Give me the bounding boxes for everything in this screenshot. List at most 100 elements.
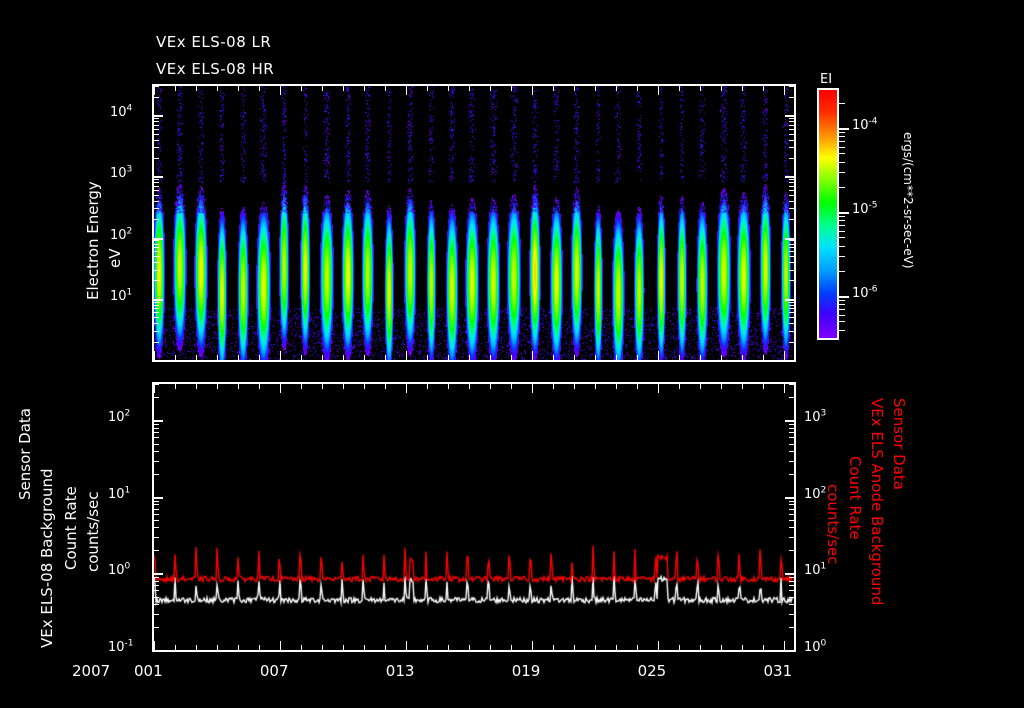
axis-tick — [154, 585, 159, 587]
axis-tick — [154, 580, 159, 582]
axis-tick — [279, 384, 281, 393]
axis-tick — [154, 185, 159, 187]
spectrogram-image — [154, 86, 794, 360]
axis-tick — [154, 182, 159, 184]
axis-tick — [839, 237, 845, 239]
axis-tick — [154, 157, 159, 159]
axis-tick — [789, 577, 794, 578]
axis-tick — [154, 420, 163, 423]
axis-tick — [789, 450, 794, 452]
axis-tick — [154, 312, 159, 314]
axis-tick — [839, 215, 845, 217]
axis-tick — [839, 309, 845, 311]
axis-tick — [468, 355, 470, 360]
axis-tick — [154, 118, 159, 119]
axis-tick — [789, 330, 794, 332]
axis-tick — [154, 427, 159, 429]
axis-tick — [657, 351, 659, 360]
axis-tick — [154, 351, 155, 360]
axis-tick — [154, 176, 163, 179]
plot-title-lr: VEx ELS-08 LR — [156, 33, 272, 51]
axis-tick — [154, 603, 159, 605]
axis-tick-label: 10-5 — [852, 200, 878, 218]
axis-tick — [615, 384, 617, 389]
axis-tick — [154, 194, 159, 196]
bottom-left-label-sensor-data: Sensor Data — [16, 408, 34, 500]
axis-tick — [789, 603, 794, 605]
axis-tick — [785, 176, 794, 179]
axis-tick — [839, 146, 845, 148]
axis-tick — [636, 86, 638, 91]
axis-tick — [762, 645, 764, 650]
axis-tick — [720, 645, 722, 650]
axis-tick — [789, 189, 794, 191]
axis-tick — [789, 437, 794, 439]
axis-tick — [741, 86, 743, 91]
axis-tick — [300, 355, 302, 360]
axis-tick — [447, 384, 449, 389]
axis-tick — [510, 355, 512, 360]
axis-tick — [839, 329, 845, 331]
axis-tick — [678, 355, 680, 360]
axis-tick — [342, 355, 344, 360]
axis-tick — [636, 355, 638, 360]
bottom-right-label-count-rate: Count Rate — [846, 456, 864, 540]
axis-tick — [321, 384, 323, 389]
axis-tick — [195, 384, 197, 389]
axis-tick — [789, 219, 794, 221]
axis-tick — [657, 86, 659, 95]
axis-tick — [154, 424, 159, 425]
top-ylabel-unit: eV — [106, 248, 124, 269]
axis-tick — [789, 269, 794, 271]
axis-tick — [405, 86, 407, 95]
axis-tick — [426, 355, 428, 360]
axis-tick — [789, 200, 794, 202]
axis-tick — [154, 269, 159, 271]
axis-tick — [741, 384, 743, 389]
axis-tick — [789, 147, 794, 149]
axis-tick — [839, 102, 845, 104]
axis-tick — [720, 384, 722, 389]
axis-tick — [154, 384, 155, 393]
axis-tick — [154, 513, 159, 515]
colorbar — [817, 88, 839, 340]
axis-tick — [573, 86, 575, 91]
axis-tick — [342, 384, 344, 389]
axis-tick — [154, 308, 159, 310]
xaxis-tick-label: 031 — [763, 662, 793, 680]
axis-tick — [789, 323, 794, 325]
axis-tick — [154, 330, 159, 332]
axis-tick-label: 101 — [110, 287, 133, 304]
axis-tick — [789, 86, 794, 87]
axis-tick — [789, 537, 794, 538]
axis-tick — [405, 351, 407, 360]
axis-tick-label: 101 — [108, 485, 131, 502]
axis-tick — [154, 256, 159, 258]
axis-tick — [789, 243, 794, 245]
axis-tick — [237, 86, 239, 91]
axis-tick — [678, 384, 680, 389]
axis-tick — [789, 208, 794, 210]
axis-tick — [510, 645, 512, 650]
axis-tick — [154, 323, 159, 325]
axis-tick — [154, 504, 159, 506]
axis-tick-label: 10-6 — [852, 284, 878, 302]
axis-tick — [195, 355, 197, 360]
axis-tick — [154, 298, 163, 301]
axis-tick — [363, 384, 365, 389]
axis-tick — [426, 645, 428, 650]
axis-tick — [384, 355, 386, 360]
axis-tick — [195, 645, 197, 650]
axis-tick — [154, 641, 155, 650]
axis-tick — [552, 86, 554, 91]
axis-tick — [552, 384, 554, 389]
axis-tick — [154, 520, 159, 522]
colorbar-title: EI — [820, 72, 833, 87]
axis-tick — [789, 133, 794, 135]
axis-tick — [783, 384, 785, 393]
axis-tick — [789, 590, 794, 592]
axis-tick — [426, 384, 428, 389]
axis-tick — [384, 86, 386, 91]
axis-tick — [154, 397, 159, 399]
